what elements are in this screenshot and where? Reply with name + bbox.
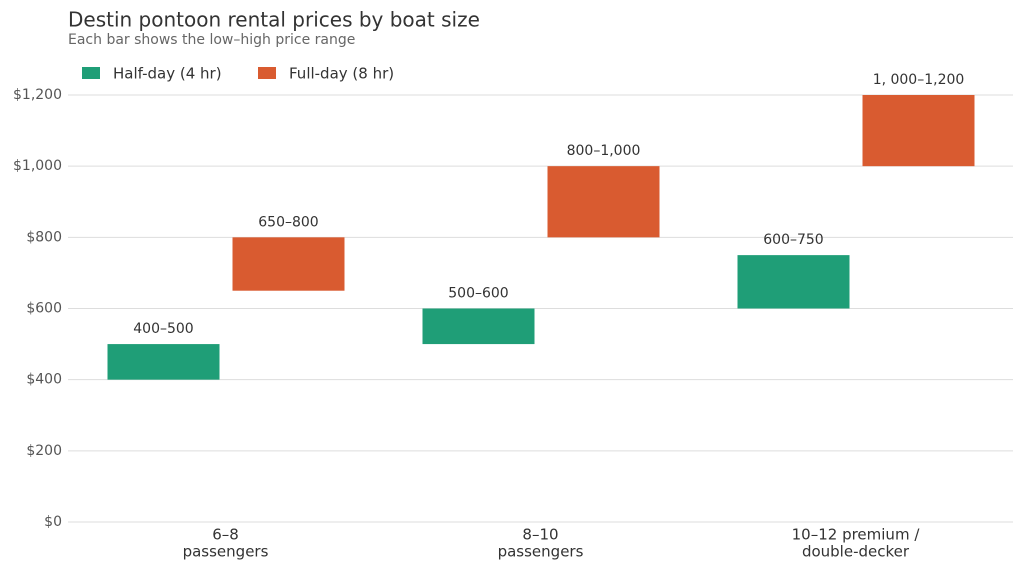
x-tick-label: 6–8 [212,526,239,544]
value-label: 500–600 [448,286,508,302]
legend-swatch [258,67,276,79]
value-label: 600–750 [763,232,823,248]
bar [862,95,975,167]
legend-swatch [82,67,100,79]
value-label: 650–800 [258,214,318,230]
y-tick-label: $1,000 [13,158,62,174]
y-tick-label: $600 [26,301,62,317]
y-tick-label: $400 [26,372,62,388]
x-tick-label: 8–10 [522,526,558,544]
chart-title: Destin pontoon rental prices by boat siz… [68,8,480,32]
x-tick-label: 10–12 premium / [792,526,921,544]
x-tick-label: passengers [183,543,269,561]
bar [232,237,345,291]
y-tick-label: $1,200 [13,87,62,103]
legend-label: Full-day (8 hr) [289,65,394,83]
x-tick-label: double-decker [802,543,910,561]
x-tick-label: passengers [498,543,584,561]
bar [547,166,660,238]
y-tick-label: $0 [44,514,62,530]
y-tick-label: $200 [26,443,62,459]
chart-subtitle: Each bar shows the low–high price range [68,32,355,48]
value-label: 1, 000–1,200 [873,72,965,88]
bar [737,255,850,309]
value-label: 800–1,000 [567,143,641,159]
value-label: 400–500 [133,321,193,337]
bar [107,344,220,380]
y-tick-label: $800 [26,229,62,245]
legend-label: Half-day (4 hr) [113,65,222,83]
bar [422,308,535,345]
